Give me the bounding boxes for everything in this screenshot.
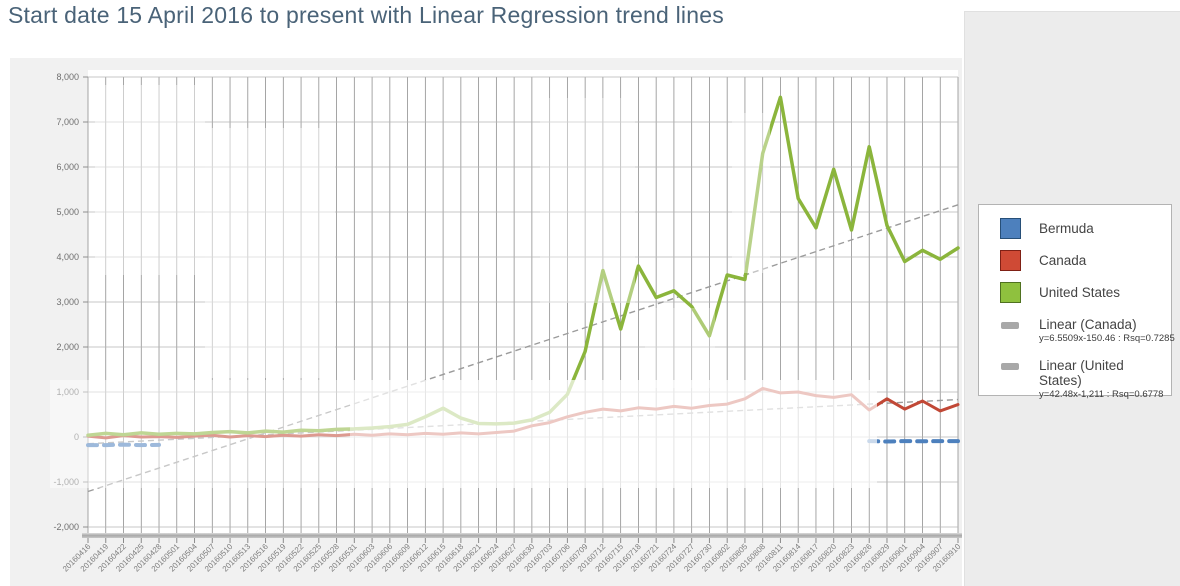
y-tick-label: 4,000 (56, 252, 79, 262)
legend-item-united-states[interactable]: United States (1000, 282, 1163, 303)
watermark-blob (205, 128, 335, 378)
y-tick-label: 8,000 (56, 72, 79, 82)
legend-equation-linear-canada-: y=6.5509x-150.46 : Rsq=0.7285 (1039, 333, 1175, 344)
y-tick-label: 3,000 (56, 297, 79, 307)
legend-label-canada: Canada (1039, 253, 1087, 268)
legend-label-bermuda: Bermuda (1039, 221, 1094, 236)
legend-text-canada: Canada (1039, 250, 1086, 271)
y-tick-label: 0 (74, 432, 79, 442)
y-tick-label: 5,000 (56, 207, 79, 217)
y-tick-label: -1,000 (53, 477, 79, 487)
legend-swatch-united-states (1000, 282, 1021, 303)
y-tick-label: 1,000 (56, 387, 79, 397)
legend-text-linear-canada-: Linear (Canada) y=6.5509x-150.46 : Rsq=0.… (1039, 317, 1175, 344)
plot-root: 8,000 7,000 6,000 5,000 4,000 3,000 2,000 1,000… (50, 70, 962, 574)
legend-item-canada[interactable]: Canada (1000, 250, 1163, 271)
chart-panel: 8,000 7,000 6,000 5,000 4,000 3,000 2,000 1,000… (10, 58, 962, 586)
legend-dash-linear-canada- (1001, 322, 1019, 329)
legend-label-united-states: United States (1039, 285, 1121, 300)
watermark-blob (540, 98, 635, 303)
chart-title: Start date 15 April 2016 to present with… (8, 2, 724, 28)
watermark-blob (732, 113, 770, 273)
legend-item-linear-canada-[interactable]: Linear (Canada) y=6.5509x-150.46 : Rsq=0.… (1000, 317, 1175, 344)
y-tick-label: 2,000 (56, 342, 79, 352)
series-line-bermuda (86, 442, 161, 448)
watermark-blob (350, 380, 877, 488)
y-tick-label: 7,000 (56, 117, 79, 127)
y-tick-label: -2,000 (53, 522, 79, 532)
legend-item-linear-united-states-[interactable]: Linear (United States) y=42.48x-1,211 : R… (1000, 358, 1163, 400)
legend-text-united-states: United States (1039, 282, 1120, 303)
legend-dash-linear-united-states- (1001, 363, 1019, 370)
legend-equation-linear-united-states-: y=42.48x-1,211 : Rsq=0.6778 (1039, 389, 1164, 400)
legend-box: Bermuda Canada United States Linear (Canada… (978, 204, 1175, 400)
legend-item-bermuda[interactable]: Bermuda (1000, 218, 1163, 239)
legend-label-linear-united-states-: Linear (United States) (1039, 358, 1124, 388)
watermark-blob (50, 380, 350, 488)
legend-text-linear-united-states-: Linear (United States) y=42.48x-1,211 : R… (1039, 358, 1163, 400)
y-tick-label: 6,000 (56, 162, 79, 172)
legend-swatch-canada (1000, 250, 1021, 271)
legend-swatch-bermuda (1000, 218, 1021, 239)
trend-line-linear-united-states- (87, 204, 959, 493)
x-axis-bar (82, 533, 962, 538)
legend-label-linear-canada-: Linear (Canada) (1039, 317, 1137, 332)
legend-panel: Bermuda Canada United States Linear (Canada… (964, 11, 1180, 586)
legend-text-bermuda: Bermuda (1039, 218, 1094, 239)
chart-svg: 8,000 7,000 6,000 5,000 4,000 3,000 2,000 1,000… (50, 70, 962, 574)
watermark-blob (645, 308, 715, 388)
watermark-blob (95, 85, 205, 275)
